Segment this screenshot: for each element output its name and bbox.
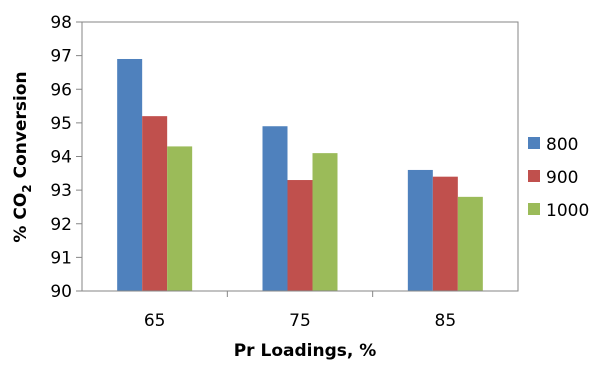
y-axis-title-sub: 2 xyxy=(20,184,34,192)
bar-800-65 xyxy=(117,58,143,291)
x-tick-label: 75 xyxy=(289,311,311,331)
bar-800-85 xyxy=(407,169,433,291)
bar-800-75 xyxy=(262,126,288,291)
y-ticks-group: 90 91 92 93 94 95 96 97 98 xyxy=(50,13,82,302)
bar-1000-65 xyxy=(167,146,193,291)
bar-900-75 xyxy=(287,180,313,291)
x-ticks-group: 65 75 85 xyxy=(144,291,456,331)
y-axis-title: % CO2 Conversion xyxy=(11,71,34,242)
y-tick-label: 91 xyxy=(50,248,72,268)
legend-label-900: 900 xyxy=(546,168,578,188)
y-tick-label: 94 xyxy=(50,148,72,168)
y-tick-label: 97 xyxy=(50,47,72,67)
bar-900-65 xyxy=(142,116,168,292)
bar-1000-75 xyxy=(312,153,338,291)
legend-swatch-1000 xyxy=(528,203,540,215)
y-tick-label: 95 xyxy=(50,114,72,134)
bar-900-85 xyxy=(432,176,458,291)
y-tick-label: 96 xyxy=(50,80,72,100)
x-axis-title: Pr Loadings, % xyxy=(234,341,377,361)
y-axis-title-post: Conversion xyxy=(11,71,31,184)
legend-swatch-900 xyxy=(528,170,540,182)
y-tick-label: 93 xyxy=(50,181,72,201)
legend-label-800: 800 xyxy=(546,135,578,155)
y-tick-label: 92 xyxy=(50,215,72,235)
x-tick-label: 85 xyxy=(435,311,457,331)
y-tick-label: 90 xyxy=(50,282,72,302)
legend-swatch-800 xyxy=(528,137,540,149)
x-tick-label: 65 xyxy=(144,311,166,331)
legend-label-1000: 1000 xyxy=(546,201,589,221)
bars-group xyxy=(117,58,483,292)
y-axis-title-pre: % CO xyxy=(11,193,31,243)
legend: 800 900 1000 xyxy=(528,135,589,221)
y-tick-label: 98 xyxy=(50,13,72,33)
bar-1000-85 xyxy=(457,196,483,291)
